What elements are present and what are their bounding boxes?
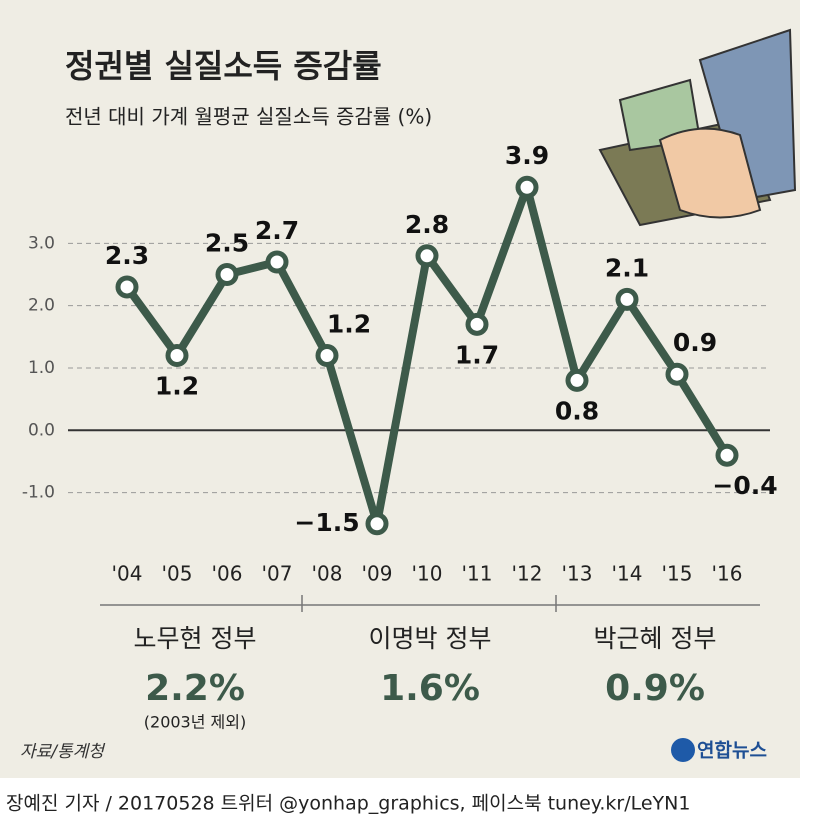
marker [515,175,539,199]
y-tick-label: -1.0 [22,483,55,503]
value-label: −0.4 [712,471,777,500]
value-label: 1.2 [327,310,371,339]
y-tick-label: 3.0 [28,233,55,253]
marker [715,443,739,467]
x-tick-label: '14 [612,562,643,586]
x-tick-label: '13 [562,562,593,586]
x-tick-label: '10 [412,562,443,586]
value-label: 2.5 [205,228,249,257]
value-label: −1.5 [294,508,359,537]
marker [115,275,139,299]
value-label: 3.9 [505,141,549,170]
group-note: (2003년 제외) [144,713,246,732]
logo: 연합뉴스 [697,740,767,762]
logo-mark [671,738,695,762]
y-tick-label: 2.0 [28,296,55,316]
value-label: 2.8 [405,210,449,239]
source: 자료/통계청 [20,742,106,762]
value-label: 0.9 [673,328,717,357]
x-tick-label: '09 [362,562,393,586]
x-tick-label: '16 [712,562,743,586]
marker [365,512,389,536]
marker [165,344,189,367]
marker [665,362,689,386]
group-average: 0.9% [605,668,705,709]
group-name: 노무현 정부 [134,624,257,653]
wallet-illustration [598,28,797,227]
marker [615,287,639,311]
group-average: 1.6% [380,668,480,709]
marker [215,262,239,286]
footer: 장예진 기자 / 20170528 트위터 @yonhap_graphics, … [6,793,690,815]
chart-subtitle: 전년 대비 가계 월평균 실질소득 증감률 (%) [65,105,432,129]
x-tick-label: '05 [162,562,193,586]
group-average: 2.2% [145,668,245,709]
x-tick-label: '06 [212,562,243,586]
marker [465,312,489,336]
y-tick-label: 1.0 [28,358,55,378]
x-tick-label: '12 [512,562,543,586]
marker [265,250,289,274]
x-tick-label: '07 [262,562,293,586]
x-tick-label: '04 [112,562,143,586]
marker [415,244,439,268]
group-name: 이명박 정부 [369,624,492,653]
marker [315,344,339,367]
group-name: 박근혜 정부 [594,624,717,653]
x-tick-label: '08 [312,562,343,586]
y-tick-label: 0.0 [28,420,55,440]
marker [565,368,589,392]
chart-title: 정권별 실질소득 증감률 [65,47,382,85]
value-label: 2.3 [105,241,149,270]
value-label: 0.8 [555,396,599,425]
value-label: 2.1 [605,253,649,282]
value-label: 1.2 [155,372,199,401]
x-tick-label: '15 [662,562,693,586]
value-label: 1.7 [455,340,499,369]
x-tick-label: '11 [462,562,493,586]
value-label: 2.7 [255,216,299,245]
